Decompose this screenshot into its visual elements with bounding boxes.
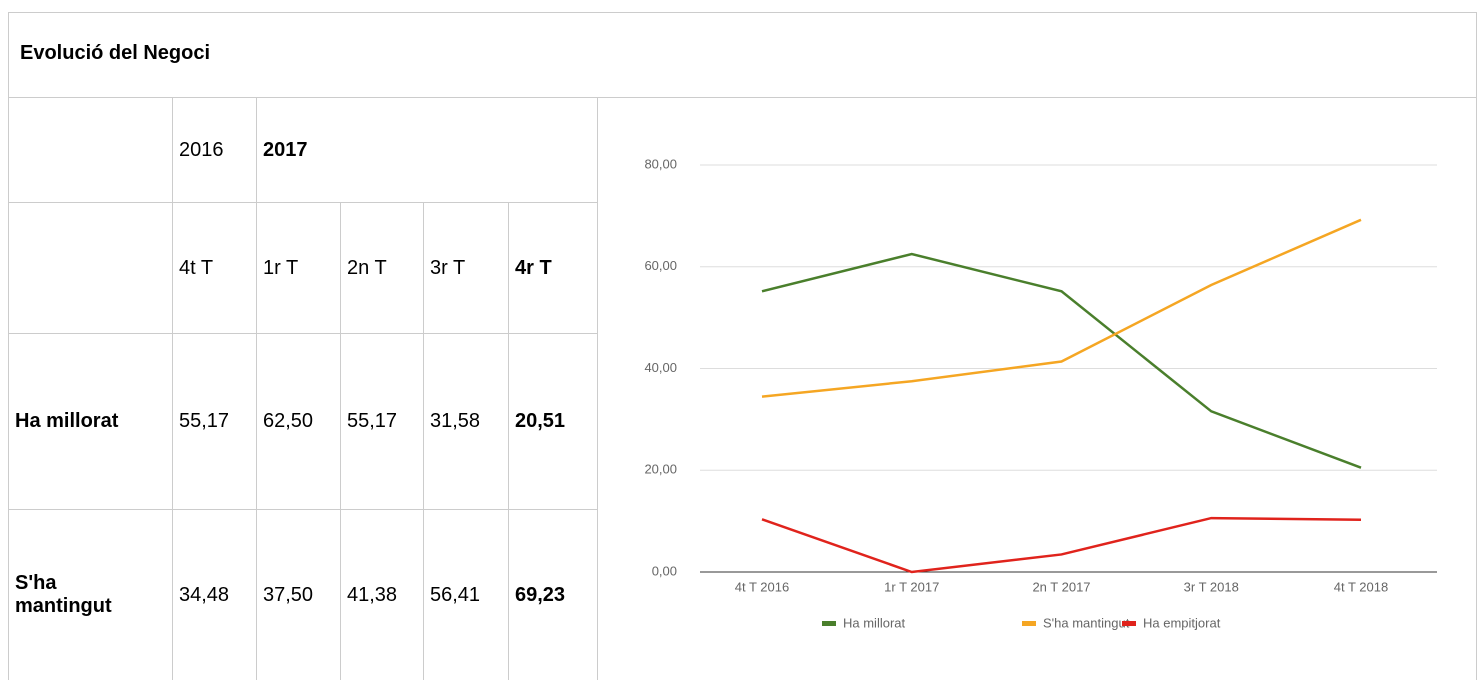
cell-text: 62,50 xyxy=(263,410,314,432)
value-cell: 34,48 xyxy=(172,509,256,680)
value-cell: 55,17 xyxy=(172,333,256,509)
x-tick-label: 4t T 2016 xyxy=(735,579,789,594)
value-cell: 20,51 xyxy=(508,333,597,509)
legend-swatch xyxy=(1122,621,1136,626)
cell-text: 4r T xyxy=(515,256,552,279)
cell-text: 37,50 xyxy=(263,583,314,606)
series-line xyxy=(761,516,1362,574)
cell-text: 55,17 xyxy=(179,410,230,432)
cell-text: 31,58 xyxy=(430,410,481,432)
y-tick-label: 40,00 xyxy=(644,360,677,375)
legend-label: Ha empitjorat xyxy=(1143,615,1221,630)
row-label: Ha millorat xyxy=(8,333,172,509)
cell-text: 2n T xyxy=(347,256,387,279)
cell-text: 34,48 xyxy=(179,583,230,606)
y-tick-label: 20,00 xyxy=(644,462,677,477)
x-tick-label: 3r T 2018 xyxy=(1184,579,1239,594)
quarter-cell: 1r T xyxy=(256,202,340,333)
x-tick-label: 1r T 2017 xyxy=(884,579,939,594)
legend-label: Ha millorat xyxy=(843,615,906,630)
value-cell: 55,17 xyxy=(340,333,423,509)
quarter-cell: 3r T xyxy=(423,202,508,333)
cell-text: 41,38 xyxy=(347,583,398,606)
value-cell: 69,23 xyxy=(508,509,597,680)
y-tick-label: 0,00 xyxy=(652,563,677,578)
legend-swatch xyxy=(1022,621,1036,626)
cell-text: S'ha mantingut xyxy=(15,572,112,617)
x-tick-label: 2n T 2017 xyxy=(1032,579,1090,594)
row-label: S'ha mantingut xyxy=(8,509,172,680)
legend-swatch xyxy=(822,621,836,626)
value-cell: 56,41 xyxy=(423,509,508,680)
year-cell: 2016 xyxy=(172,98,256,202)
year-cell: 2017 xyxy=(256,98,597,202)
cell-text: 2017 xyxy=(263,138,308,161)
cell-text: Ha millorat xyxy=(15,410,119,432)
value-cell: 62,50 xyxy=(256,333,340,509)
cell-text: 56,41 xyxy=(430,583,481,606)
empty-cell xyxy=(8,202,172,333)
divider xyxy=(597,98,598,680)
y-tick-label: 60,00 xyxy=(644,258,677,273)
quarter-cell: 4t T xyxy=(172,202,256,333)
legend-label: S'ha mantingut xyxy=(1043,615,1130,630)
title-separator xyxy=(8,97,1477,98)
y-tick-label: 80,00 xyxy=(644,156,677,171)
empty-cell xyxy=(8,98,172,202)
series-line xyxy=(761,218,1362,398)
value-cell: 37,50 xyxy=(256,509,340,680)
x-tick-label: 4t T 2018 xyxy=(1334,579,1388,594)
value-cell: 41,38 xyxy=(340,509,423,680)
cell-text: 3r T xyxy=(430,256,466,279)
quarter-cell: 4r T xyxy=(508,202,597,333)
section-title: Evolució del Negoci xyxy=(20,42,211,64)
quarter-cell: 2n T xyxy=(340,202,423,333)
cell-text: 20,51 xyxy=(515,410,566,432)
cell-text: 2016 xyxy=(179,138,224,161)
value-cell: 31,58 xyxy=(423,333,508,509)
series-line xyxy=(761,252,1362,469)
cell-text: 4t T xyxy=(179,256,214,279)
cell-text: 69,23 xyxy=(515,583,566,606)
cell-text: 1r T xyxy=(263,256,299,279)
cell-text: 55,17 xyxy=(347,410,398,432)
